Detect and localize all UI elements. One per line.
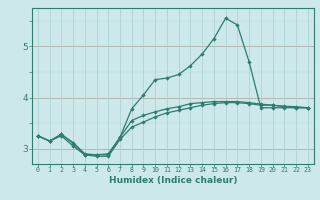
X-axis label: Humidex (Indice chaleur): Humidex (Indice chaleur)	[108, 176, 237, 185]
